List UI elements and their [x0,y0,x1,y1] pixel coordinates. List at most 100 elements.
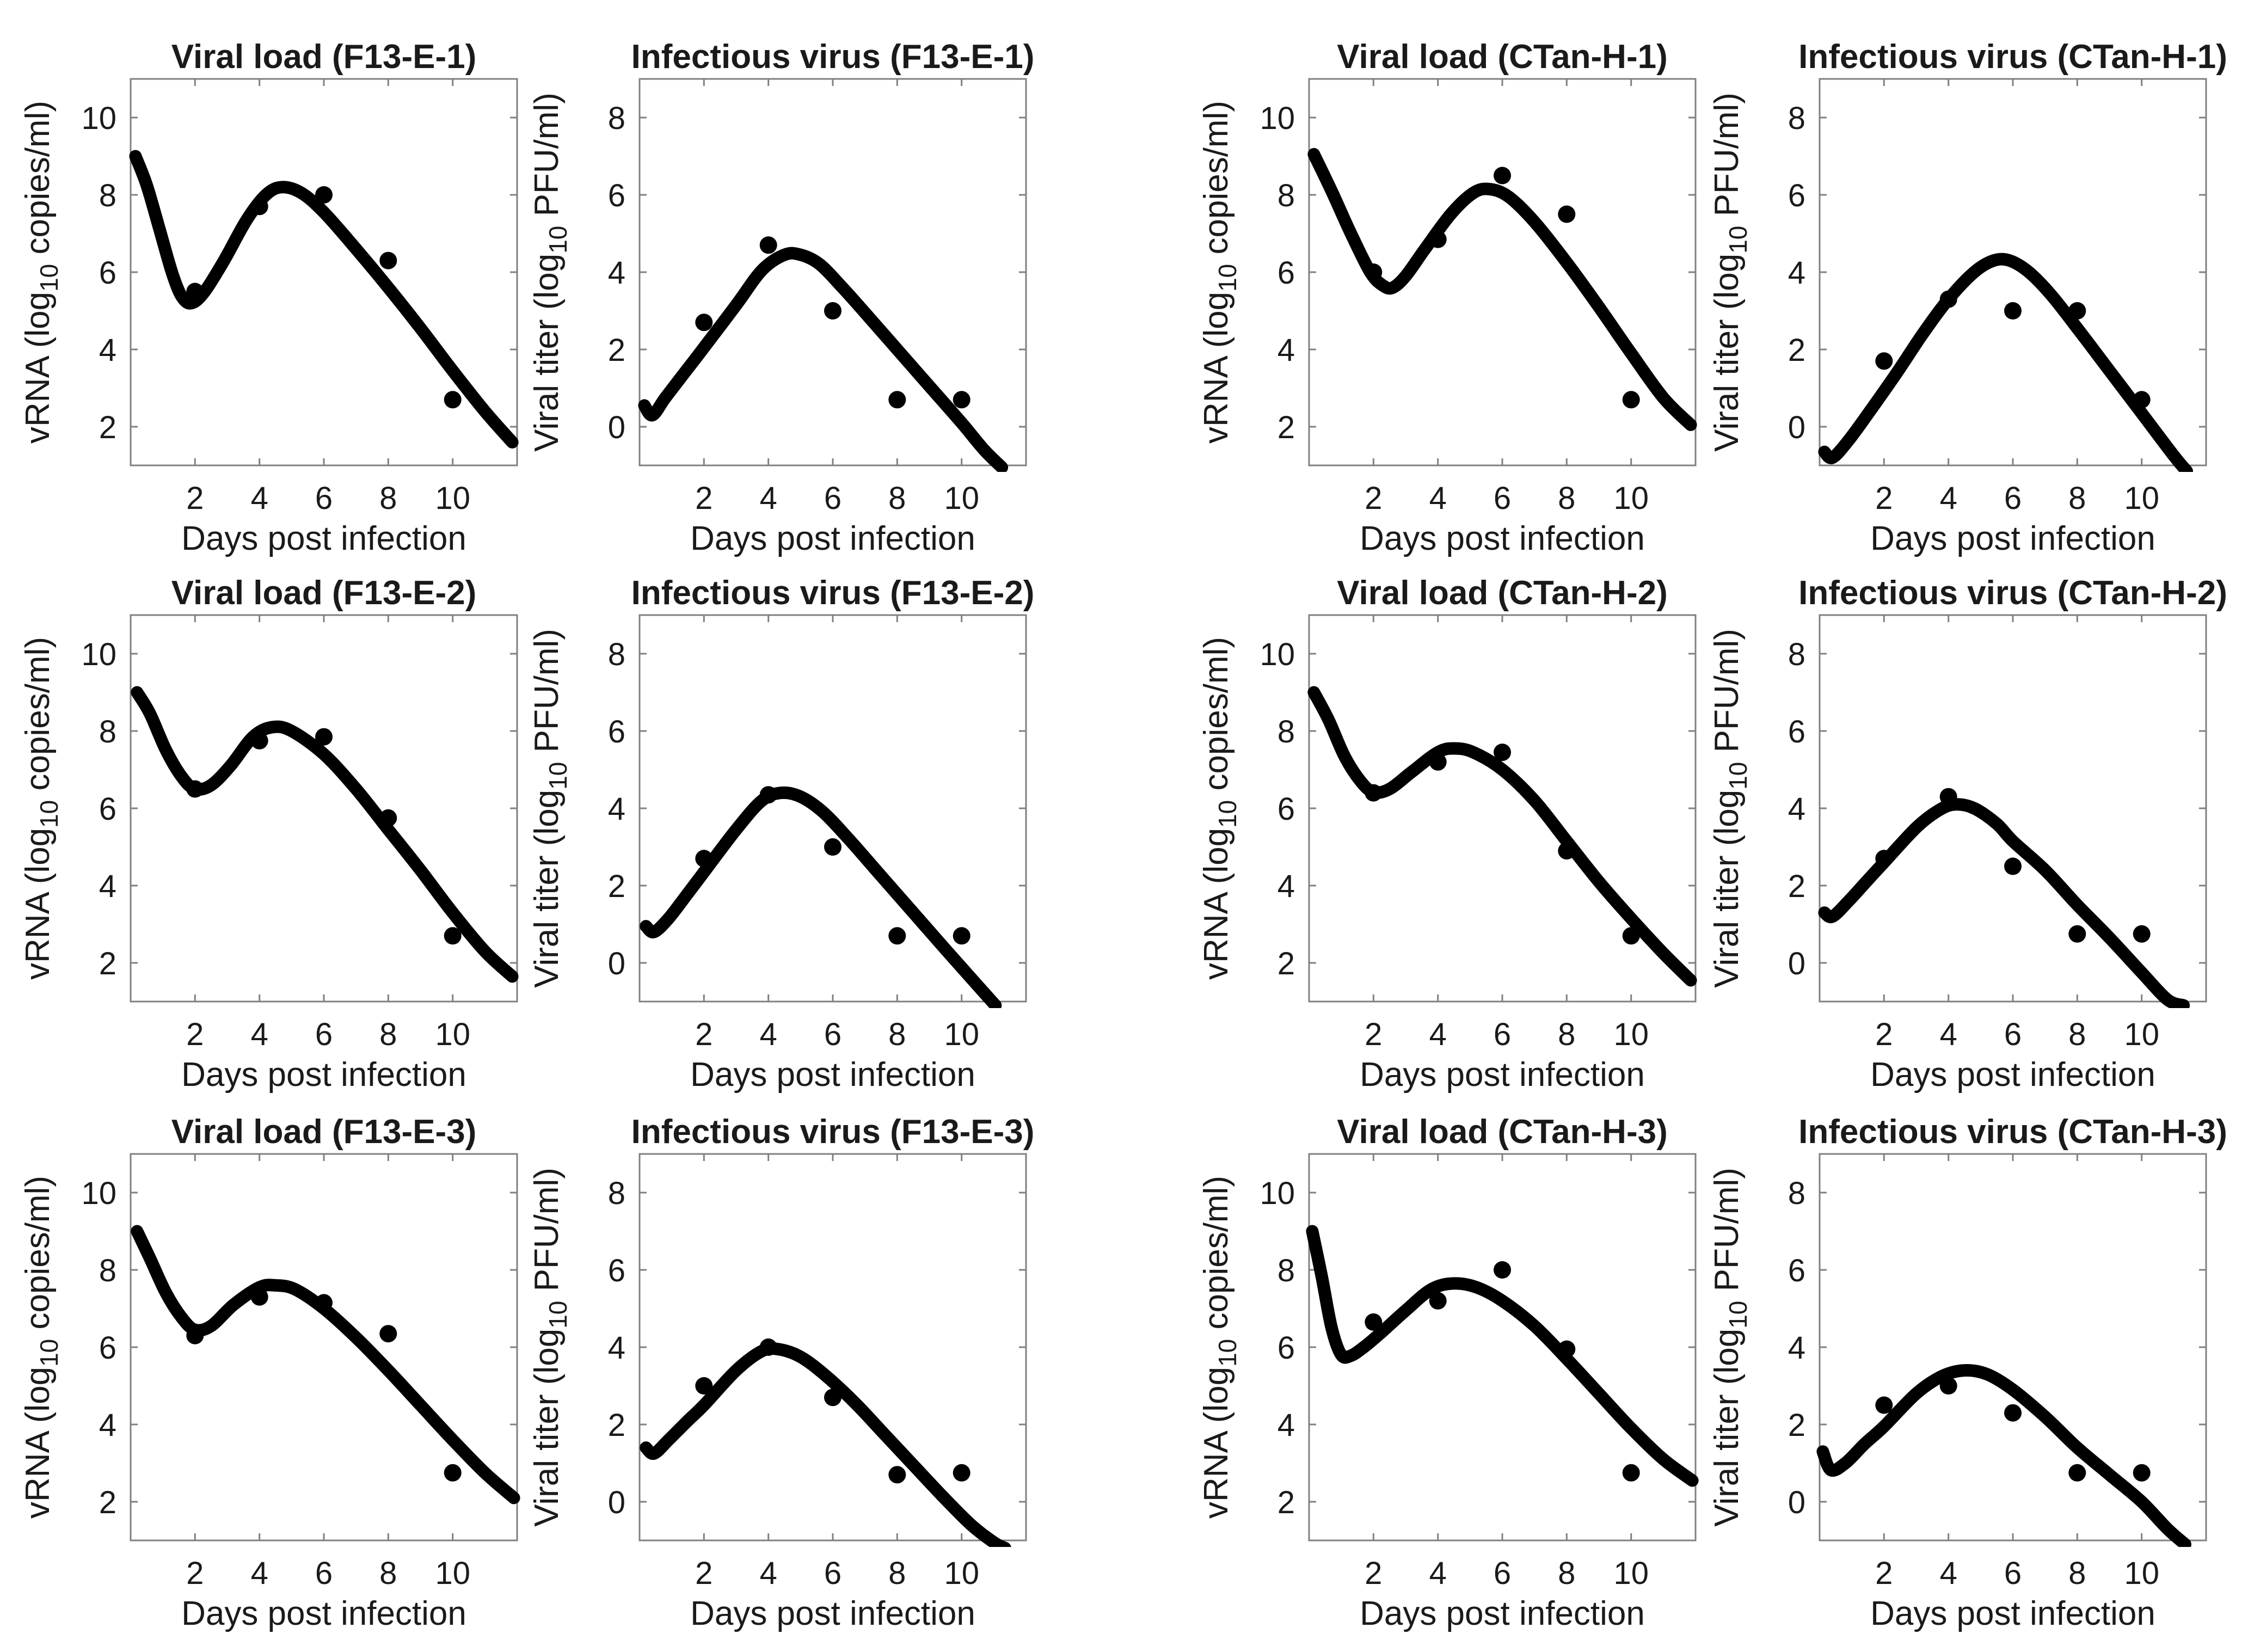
fit-curve [1818,798,2190,1008]
y-tick-label: 4 [1277,869,1295,904]
y-tick-label: 2 [1277,1485,1295,1520]
x-tick-label: 2 [1875,1017,1893,1052]
y-tick-label: 8 [1277,714,1295,750]
data-point [1365,1313,1383,1331]
fit-curve [1818,253,2193,472]
y-tick-label: 6 [608,1253,625,1288]
y-tick-label: 6 [608,178,625,213]
axis-ticks [640,1154,1026,1540]
subplot-viral-load-f13-e-1: Viral load (F13-E-1) 2 4 6 8 10 2 4 6 8 10 Days pos… [19,38,519,557]
x-tick-label: 4 [760,1556,777,1591]
x-tick-label: 10 [1613,1017,1649,1052]
y-tick-label: 0 [1788,946,1805,981]
subplot-viral-load-ctan-h-1: Viral load (CTan-H-1) 2 4 6 8 10 2 4 6 8 10 Days po… [1197,38,1697,557]
plot-title: Infectious virus (F13-E-3) [631,1113,1035,1151]
fit-curve [1307,148,1697,431]
plot-title: Infectious virus (F13-E-2) [631,574,1035,612]
y-tick-label: 8 [1277,178,1295,213]
y-tick-label: 4 [99,869,116,904]
data-point [1875,850,1893,868]
y-tick-label: 8 [99,1253,116,1288]
x-tick-label: 4 [251,1017,268,1052]
x-tick-label: 8 [2068,481,2086,516]
data-point [888,391,906,409]
axes-frame [1819,614,2207,1003]
axis-ticks [1820,79,2206,465]
axis-ticks [1309,1154,1696,1540]
x-tick-label: 2 [695,1017,713,1052]
data-point [759,1338,777,1356]
x-tick-label: 2 [1875,1556,1893,1591]
data-point [759,786,777,804]
fit-curve [1307,686,1697,987]
plot-title: Viral load (CTan-H-2) [1337,574,1667,612]
x-tick-label: 2 [695,481,713,516]
x-tick-label: 6 [1494,481,1511,516]
x-tick-label: 4 [1940,1017,1957,1052]
x-tick-label: 2 [1365,1017,1382,1052]
y-tick-label: 10 [1260,1176,1295,1211]
data-point [824,838,842,856]
y-tick-label: 6 [1788,714,1805,750]
subplot-viral-load-ctan-h-2: Viral load (CTan-H-2) 2 4 6 8 10 2 4 6 8 10 Days po… [1197,574,1697,1094]
x-tick-label: 8 [1558,1017,1575,1052]
x-tick-label: 10 [944,481,979,516]
data-point [1365,784,1383,802]
x-tick-label: 4 [1940,1556,1957,1591]
y-tick-label: 6 [1277,1330,1295,1366]
y-tick-label: 8 [1788,101,1805,136]
data-point [1875,352,1893,370]
x-axis-label: Days post infection [181,1595,466,1632]
y-tick-label: 10 [81,1176,116,1211]
x-tick-label: 2 [186,481,204,516]
y-tick-label: 6 [608,714,625,750]
y-tick-label: 4 [1788,791,1805,827]
data-point [250,198,268,216]
subplot-viral-load-f13-e-2: Viral load (F13-E-2) 2 4 6 8 10 2 4 6 8 10 Days pos… [19,574,519,1094]
data-point [759,236,777,254]
y-tick-label: 2 [1277,410,1295,445]
x-tick-label: 8 [2068,1556,2086,1591]
plot-title: Viral load (F13-E-3) [171,1113,476,1151]
fit-curve [638,247,1009,472]
x-tick-label: 2 [1875,481,1893,516]
x-tick-label: 4 [1429,1017,1447,1052]
y-tick-label: 4 [99,1408,116,1443]
axes-frame [130,1153,518,1542]
x-tick-label: 8 [1558,481,1575,516]
plot-title: Infectious virus (CTan-H-1) [1798,38,2227,76]
axes-frame [638,1153,1027,1542]
fit-curve [640,786,1002,1008]
x-tick-label: 8 [2068,1017,2086,1052]
data-point [695,314,713,331]
x-tick-label: 10 [2124,1556,2159,1591]
axis-ticks [1820,1154,2206,1540]
x-tick-label: 8 [888,1556,906,1591]
y-tick-label: 2 [99,946,116,981]
x-tick-label: 10 [944,1017,979,1052]
data-point [444,927,462,945]
x-tick-label: 4 [760,481,777,516]
y-tick-label: 8 [608,101,625,136]
x-tick-label: 10 [435,1556,470,1591]
subplot-infectious-virus-ctan-h-1: Infectious virus (CTan-H-1) 0 2 4 6 8 2 4 6 8 10 Da… [1708,38,2227,557]
x-tick-label: 10 [435,481,470,516]
data-point [953,1464,971,1482]
data-point [186,780,204,798]
x-tick-label: 6 [824,1556,842,1591]
data-point [379,251,397,269]
axis-ticks [131,615,517,1002]
y-axis-label: vRNA (log10 copies/ml) [1197,637,1242,980]
axes-frame [1308,614,1697,1003]
y-tick-label: 4 [1277,333,1295,368]
data-point [695,850,713,868]
x-axis-label: Days post infection [690,520,975,557]
data-point [1622,1464,1640,1482]
data-point [315,186,333,204]
data-point [186,1326,204,1344]
x-tick-label: 10 [2124,481,2159,516]
y-axis-label: vRNA (log10 copies/ml) [1197,101,1242,444]
y-tick-label: 2 [1788,333,1805,368]
axis-ticks [131,1154,517,1540]
data-point [1558,205,1576,223]
